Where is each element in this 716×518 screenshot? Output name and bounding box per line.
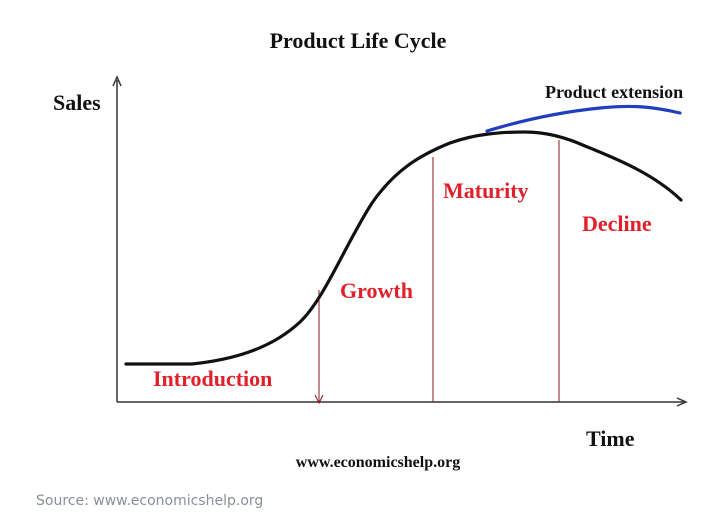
y-axis-label: Sales: [53, 90, 101, 115]
x-axis-label: Time: [586, 426, 635, 451]
product-extension-label: Product extension: [545, 82, 683, 102]
source-url-text: www.economicshelp.org: [296, 454, 460, 471]
divider-arrowhead: [314, 394, 324, 405]
stage-label-maturity: Maturity: [443, 178, 529, 203]
image-caption: Source: www.economicshelp.org: [36, 493, 264, 509]
y-axis-arrow: [112, 75, 122, 87]
product-extension-curve: [485, 104, 682, 133]
stage-label-growth: Growth: [340, 278, 413, 303]
product-life-cycle-figure: Product Life Cycle Sales Time Product ex…: [53, 28, 688, 471]
diagram-title: Product Life Cycle: [270, 28, 447, 53]
stage-label-introduction: Introduction: [153, 366, 272, 391]
x-axis-arrow: [676, 397, 688, 407]
stage-label-decline: Decline: [582, 211, 652, 236]
diagram-svg: Product Life Cycle Sales Time Product ex…: [53, 28, 688, 471]
life-cycle-curve: [124, 130, 683, 366]
